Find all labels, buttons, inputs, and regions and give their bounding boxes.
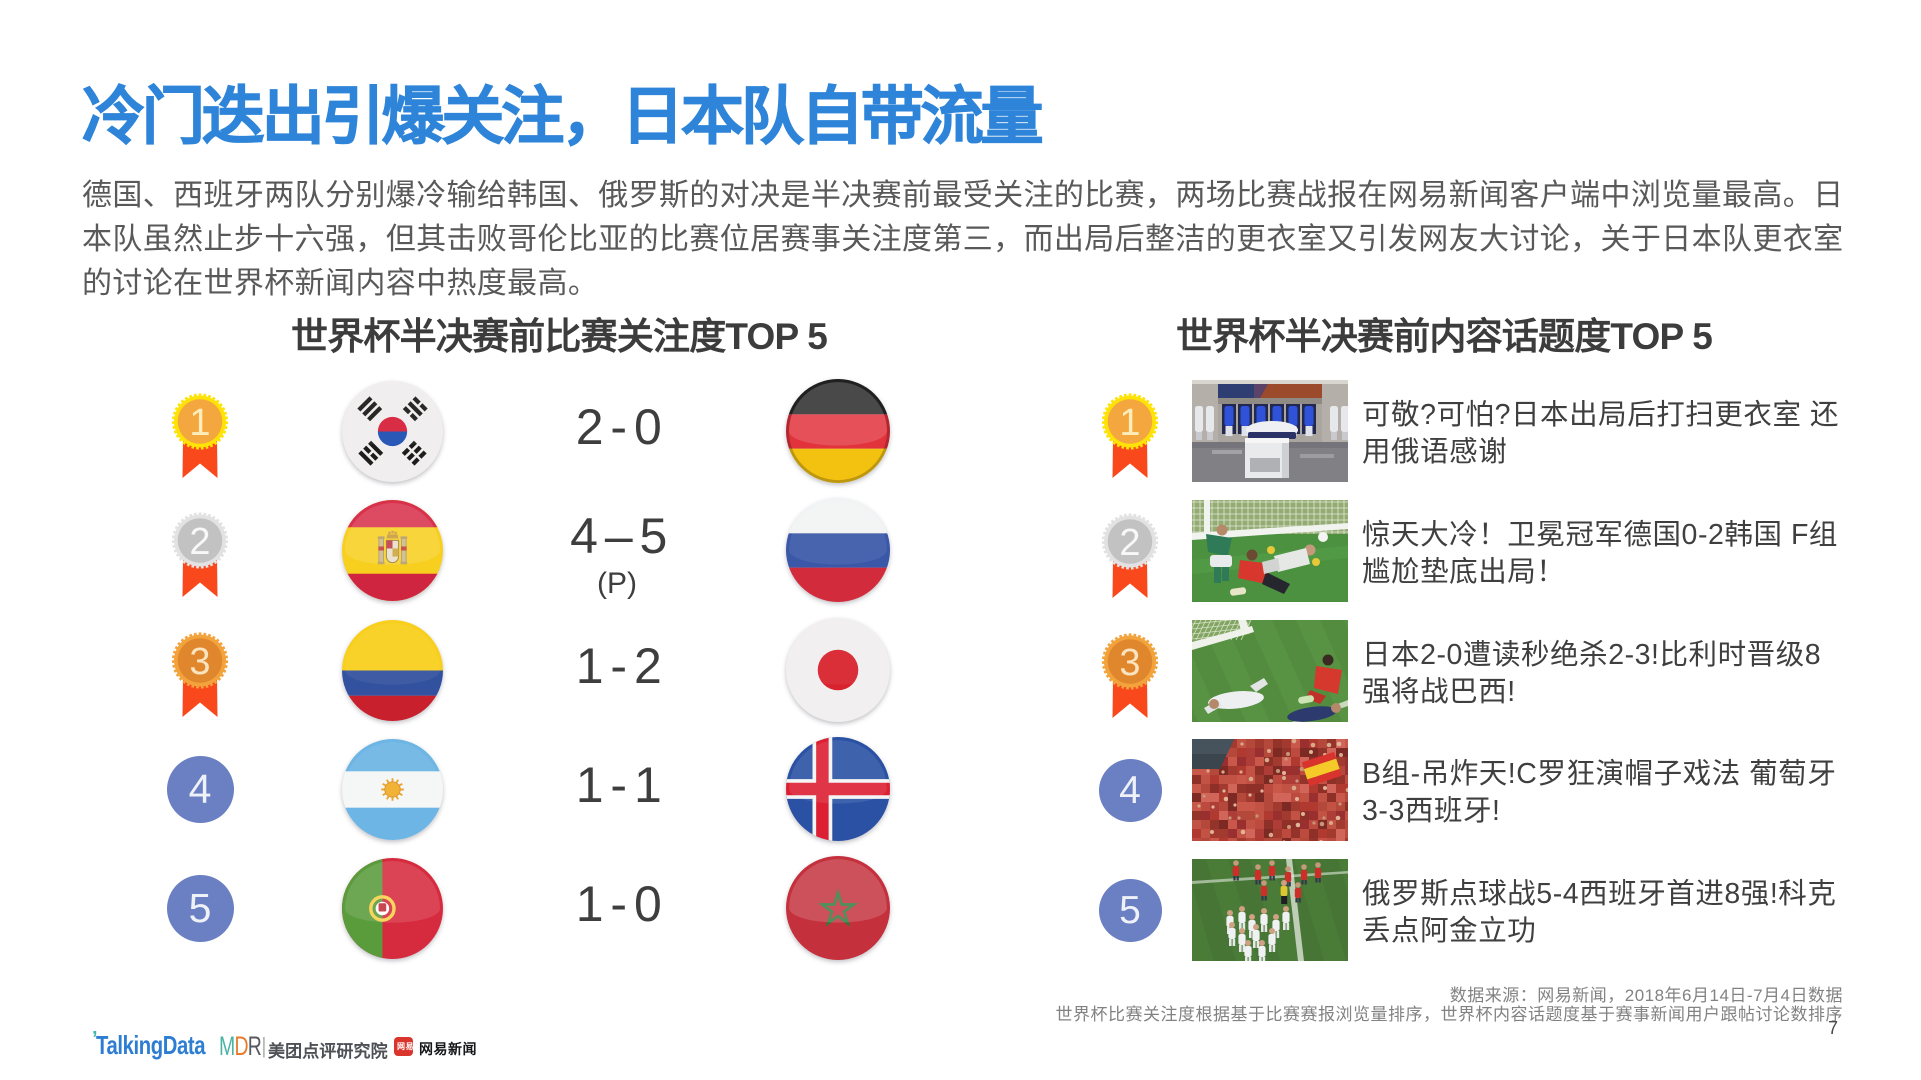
svg-text:2: 2 xyxy=(189,521,210,563)
svg-text:1: 1 xyxy=(189,402,210,444)
svg-text:1: 1 xyxy=(1119,402,1140,444)
svg-text:2: 2 xyxy=(1119,522,1140,564)
svg-text:3: 3 xyxy=(1119,642,1140,684)
svg-text:3: 3 xyxy=(189,641,210,683)
